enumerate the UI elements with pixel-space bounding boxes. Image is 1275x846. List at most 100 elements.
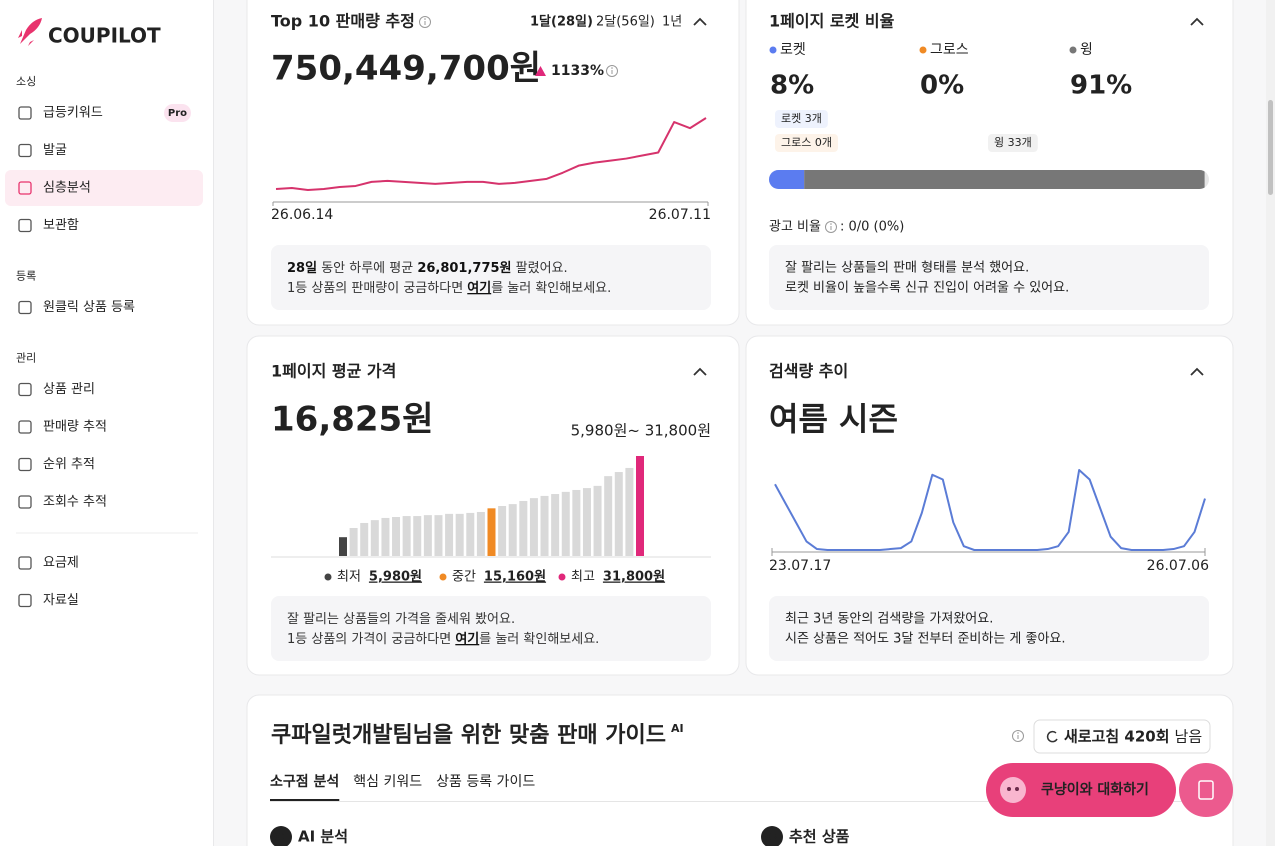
calculator-button[interactable] [1179, 763, 1233, 817]
legend-name: 중간 [452, 570, 476, 585]
x-label: 26.06.14 [271, 207, 333, 223]
scrollbar-thumb[interactable] [1268, 100, 1273, 195]
price-bar [551, 494, 560, 556]
info-circle [419, 16, 431, 28]
guide-title: 쿠파일럿개발팀님을 위한 맞춤 판매 가이드 [271, 723, 666, 748]
chip-bg [988, 134, 1038, 152]
ai-badge: AI [671, 722, 684, 735]
x-label: 26.07.11 [649, 207, 711, 223]
nav-item[interactable]: 보관함 [43, 218, 79, 233]
note-line: 1등 상품의 판매량이 궁금하다면 여기를 눌러 확인해보세요. [287, 280, 611, 296]
stat-name: 로켓 [780, 42, 806, 58]
refresh-count[interactable]: 새로고침 420회 [1064, 728, 1170, 746]
guide-tab[interactable]: 상품 등록 가이드 [436, 774, 535, 790]
tab-underline [270, 799, 340, 801]
price-bar [604, 476, 613, 556]
info-dot [1017, 732, 1019, 734]
chip: 윙 33개 [994, 136, 1032, 149]
change-value: 1133% [551, 63, 604, 79]
note-text: 26,801,775원 [417, 261, 511, 276]
note-line: 1등 상품의 가격이 궁금하다면 여기를 눌러 확인해보세요. [287, 631, 599, 647]
info-icon [419, 16, 431, 28]
legend-value[interactable]: 15,160원 [484, 570, 546, 585]
nav-item[interactable]: 발굴 [43, 143, 67, 158]
price-bar [572, 489, 581, 556]
section-number-bg [270, 826, 292, 846]
price-bar [540, 495, 549, 556]
line-series [275, 117, 707, 191]
section-number: 01 [274, 832, 288, 843]
badge: Pro [168, 108, 187, 119]
legend-dot [919, 46, 927, 54]
nav-item[interactable]: 조회수 추적 [43, 495, 107, 510]
note-link[interactable]: 여기 [467, 280, 491, 296]
note-line: 로켓 비율이 높을수록 신규 진입이 어려울 수 있어요. [785, 281, 1069, 296]
nav-group-title: 관리 [16, 352, 36, 365]
collapse-icon[interactable] [693, 367, 707, 376]
chip-bg [775, 110, 828, 128]
legend-dot [439, 573, 447, 581]
total-value: 750,449,700원 [271, 49, 541, 89]
guide-tab[interactable]: 소구점 분석 [270, 773, 339, 790]
legend-name: 최고 [571, 570, 595, 585]
nav-item[interactable]: 판매량 추적 [43, 420, 107, 435]
price-bar [519, 500, 528, 556]
nav-icon [18, 593, 32, 608]
nav-item[interactable]: 급등키워드 [43, 106, 103, 121]
nav-item[interactable]: 요금제 [43, 556, 79, 571]
ad-label: 광고 비율 [769, 220, 821, 235]
legend-value[interactable]: 31,800원 [603, 570, 665, 585]
nav-icon [18, 143, 32, 158]
price-bar [339, 537, 347, 556]
ratio-segment [804, 170, 1205, 189]
price-bar [498, 506, 507, 556]
stat-value: 0% [920, 71, 964, 101]
x-label: 26.07.06 [1147, 558, 1209, 574]
period-tab[interactable]: 1년 [662, 15, 682, 30]
nav-item[interactable]: 자료실 [43, 593, 79, 608]
legend-dot [769, 46, 777, 54]
guide-tab[interactable]: 핵심 키워드 [353, 774, 422, 790]
collapse-icon[interactable] [1190, 367, 1204, 376]
info-icon [606, 65, 618, 77]
nav-item[interactable]: 순위 추적 [43, 457, 95, 472]
card [745, 0, 1234, 326]
ratio-segment [769, 170, 805, 189]
period-tab[interactable]: 1달(28일) [530, 15, 593, 30]
card-title: 1페이지 로켓 비율 [769, 12, 895, 31]
info-circle [1012, 730, 1024, 742]
period-tab[interactable]: 2달(56일) [596, 15, 655, 30]
price-bar [508, 504, 517, 556]
legend-value[interactable]: 5,980원 [369, 570, 422, 585]
legend-dot [1069, 46, 1077, 54]
info-icon [824, 221, 837, 233]
nav-icon [18, 420, 32, 434]
price-bar [614, 472, 623, 556]
nav-item[interactable]: 심층분석 [43, 181, 91, 196]
price-bar [402, 516, 411, 556]
card-title: 검색량 추이 [769, 362, 848, 381]
section-title: AI 분석 [298, 828, 348, 846]
nav-icon [18, 556, 32, 570]
nav-item[interactable]: 원클릭 상품 등록 [43, 300, 135, 315]
chip-bg [775, 134, 838, 152]
logo-icon [18, 18, 42, 46]
nav-item[interactable]: 상품 관리 [43, 382, 95, 397]
nav-icon [18, 106, 32, 120]
chip: 그로스 0개 [781, 136, 832, 149]
price-bar [529, 498, 538, 556]
note-line: 28일 동안 하루에 평균 26,801,775원 팔렸어요. [287, 261, 568, 276]
chat-button[interactable] [986, 763, 1176, 817]
collapse-icon[interactable] [693, 17, 707, 26]
collapse-icon[interactable] [1190, 17, 1204, 26]
nav-icon [18, 457, 32, 472]
refresh-button[interactable] [1033, 719, 1211, 754]
note-line: 잘 팔리는 상품들의 가격을 줄세워 봤어요. [287, 612, 515, 627]
price-bar [434, 515, 443, 556]
price-bar [636, 456, 644, 556]
x-label: 23.07.17 [769, 558, 831, 574]
chat-label[interactable]: 쿠냥이와 대화하기 [1041, 781, 1149, 798]
nav-icon [18, 495, 32, 509]
note-link[interactable]: 여기 [455, 631, 479, 647]
change-arrow [535, 66, 546, 76]
